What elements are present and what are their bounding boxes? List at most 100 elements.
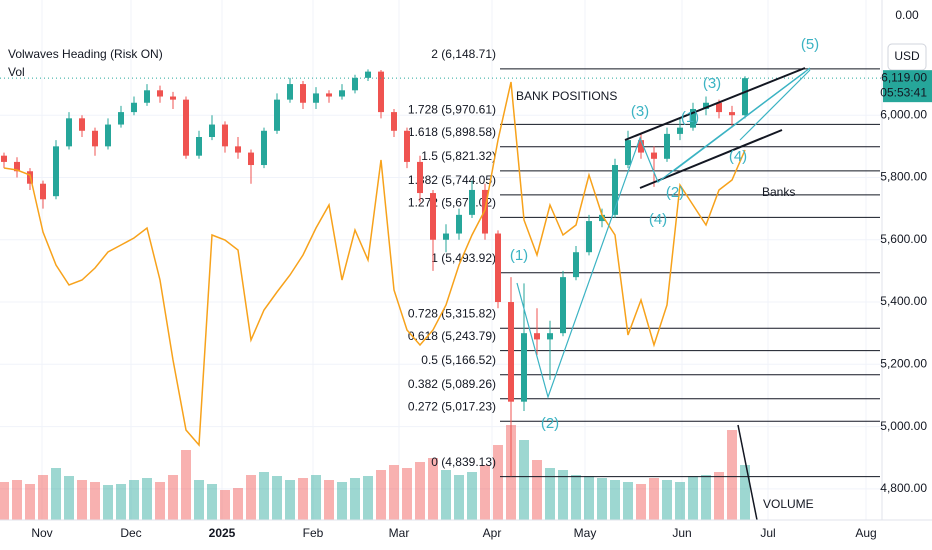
volume-bar	[428, 458, 438, 520]
currency-button[interactable]	[887, 43, 927, 71]
candle-body	[742, 78, 748, 116]
volume-bar	[142, 478, 152, 520]
volume-bar	[272, 476, 282, 520]
volume-bar	[584, 476, 594, 520]
volume-bar	[324, 480, 334, 520]
candle-body	[703, 102, 709, 109]
fib-label: 1.618 (5,898.58)	[408, 125, 496, 139]
volume-bar	[12, 480, 22, 520]
channel-line	[624, 67, 806, 141]
candle-body	[469, 189, 475, 215]
y-tick-label: 5,800.00	[880, 170, 927, 184]
volume-bar	[285, 480, 295, 520]
volume-bar	[38, 475, 48, 520]
volume-bar	[610, 480, 620, 520]
candle-body	[729, 112, 735, 116]
volume-bar	[51, 468, 61, 520]
candle-body	[274, 99, 280, 131]
candle-body	[183, 99, 189, 156]
volume-bar	[363, 476, 373, 520]
x-tick-label: Feb	[303, 526, 324, 540]
volume-bar	[597, 478, 607, 520]
volume-bar	[740, 465, 750, 520]
wave-label: (1)	[681, 109, 699, 126]
volume-bar	[350, 478, 360, 520]
wave-line	[674, 71, 806, 171]
volume-bar	[558, 470, 568, 520]
candle-body	[235, 146, 241, 153]
wave-label: (4)	[649, 211, 667, 228]
banks-line	[3, 81, 746, 447]
volume-bar	[688, 476, 698, 520]
y-tick-label: 5,200.00	[880, 356, 927, 370]
x-tick-label: Nov	[31, 526, 52, 540]
fib-label: 0.382 (5,089.26)	[408, 377, 496, 391]
bank-positions-label: BANK POSITIONS	[516, 89, 617, 103]
fib-label: 0.728 (5,315.82)	[408, 306, 496, 320]
candle-body	[352, 77, 358, 91]
volume-bar	[649, 478, 659, 520]
fib-label: 2 (6,148.71)	[431, 47, 496, 61]
volume-bar	[519, 440, 529, 520]
volume-bar	[402, 468, 412, 520]
candle-body	[638, 140, 644, 153]
x-tick-label: Apr	[483, 526, 502, 540]
volume-bar	[25, 484, 35, 520]
volume-bar	[337, 482, 347, 520]
candle-body	[612, 165, 618, 215]
fib-label: 1.382 (5,744.05)	[408, 173, 496, 187]
candle-body	[170, 96, 176, 100]
wave-label: (4)	[729, 148, 747, 165]
volume-bar	[467, 472, 477, 520]
volume-bar	[246, 475, 256, 520]
volume-bar	[454, 475, 464, 520]
candle-body	[222, 124, 228, 147]
volume-bar	[545, 468, 555, 520]
wave-label: (5)	[801, 36, 819, 53]
x-tick-label: May	[574, 526, 597, 540]
volume-bar	[311, 475, 321, 520]
candle-body	[66, 118, 72, 147]
volume-bar	[532, 460, 542, 520]
candle-body	[690, 108, 696, 128]
volume-bar	[415, 462, 425, 520]
wave-label: (2)	[666, 184, 684, 201]
fib-label: 1 (5,493.92)	[431, 251, 496, 265]
volume-bar	[220, 490, 230, 520]
wave-label: (3)	[631, 103, 649, 120]
candle-body	[534, 333, 540, 340]
volume-bar	[714, 472, 724, 520]
fib-label: 0.272 (5,017.23)	[408, 399, 496, 413]
candle-body	[417, 161, 423, 194]
volume-bar	[129, 480, 139, 520]
volume-bar	[701, 475, 711, 520]
volume-bar	[0, 482, 9, 520]
volume-bar	[493, 445, 503, 520]
volume-bar	[64, 476, 74, 520]
fib-label: 0.5 (5,166.52)	[421, 353, 496, 367]
volume-bar	[233, 488, 243, 520]
countdown: 05:53:41	[880, 85, 927, 99]
fib-label: 1.5 (5,821.32)	[421, 149, 496, 163]
candle-body	[248, 152, 254, 166]
fib-label: 1.728 (5,970.61)	[408, 103, 496, 117]
price-tag	[883, 70, 932, 103]
volume-bar	[636, 484, 646, 520]
wave-label: (3)	[703, 75, 721, 92]
currency[interactable]: USD	[894, 49, 920, 63]
candle-body	[313, 93, 319, 103]
volume-bar	[727, 430, 737, 520]
candle-body	[261, 130, 267, 166]
volume-bar	[675, 482, 685, 520]
candle-body	[495, 233, 501, 303]
candle-body	[716, 102, 722, 113]
candle-body	[105, 124, 111, 147]
fib-label: 0.618 (5,243.79)	[408, 329, 496, 343]
volume-bar	[623, 482, 633, 520]
volume-bar	[194, 480, 204, 520]
candle-body	[443, 233, 449, 240]
x-tick-label: Mar	[389, 526, 410, 540]
candle-body	[14, 161, 20, 172]
candle-body	[547, 333, 553, 340]
candle-body	[118, 112, 124, 125]
